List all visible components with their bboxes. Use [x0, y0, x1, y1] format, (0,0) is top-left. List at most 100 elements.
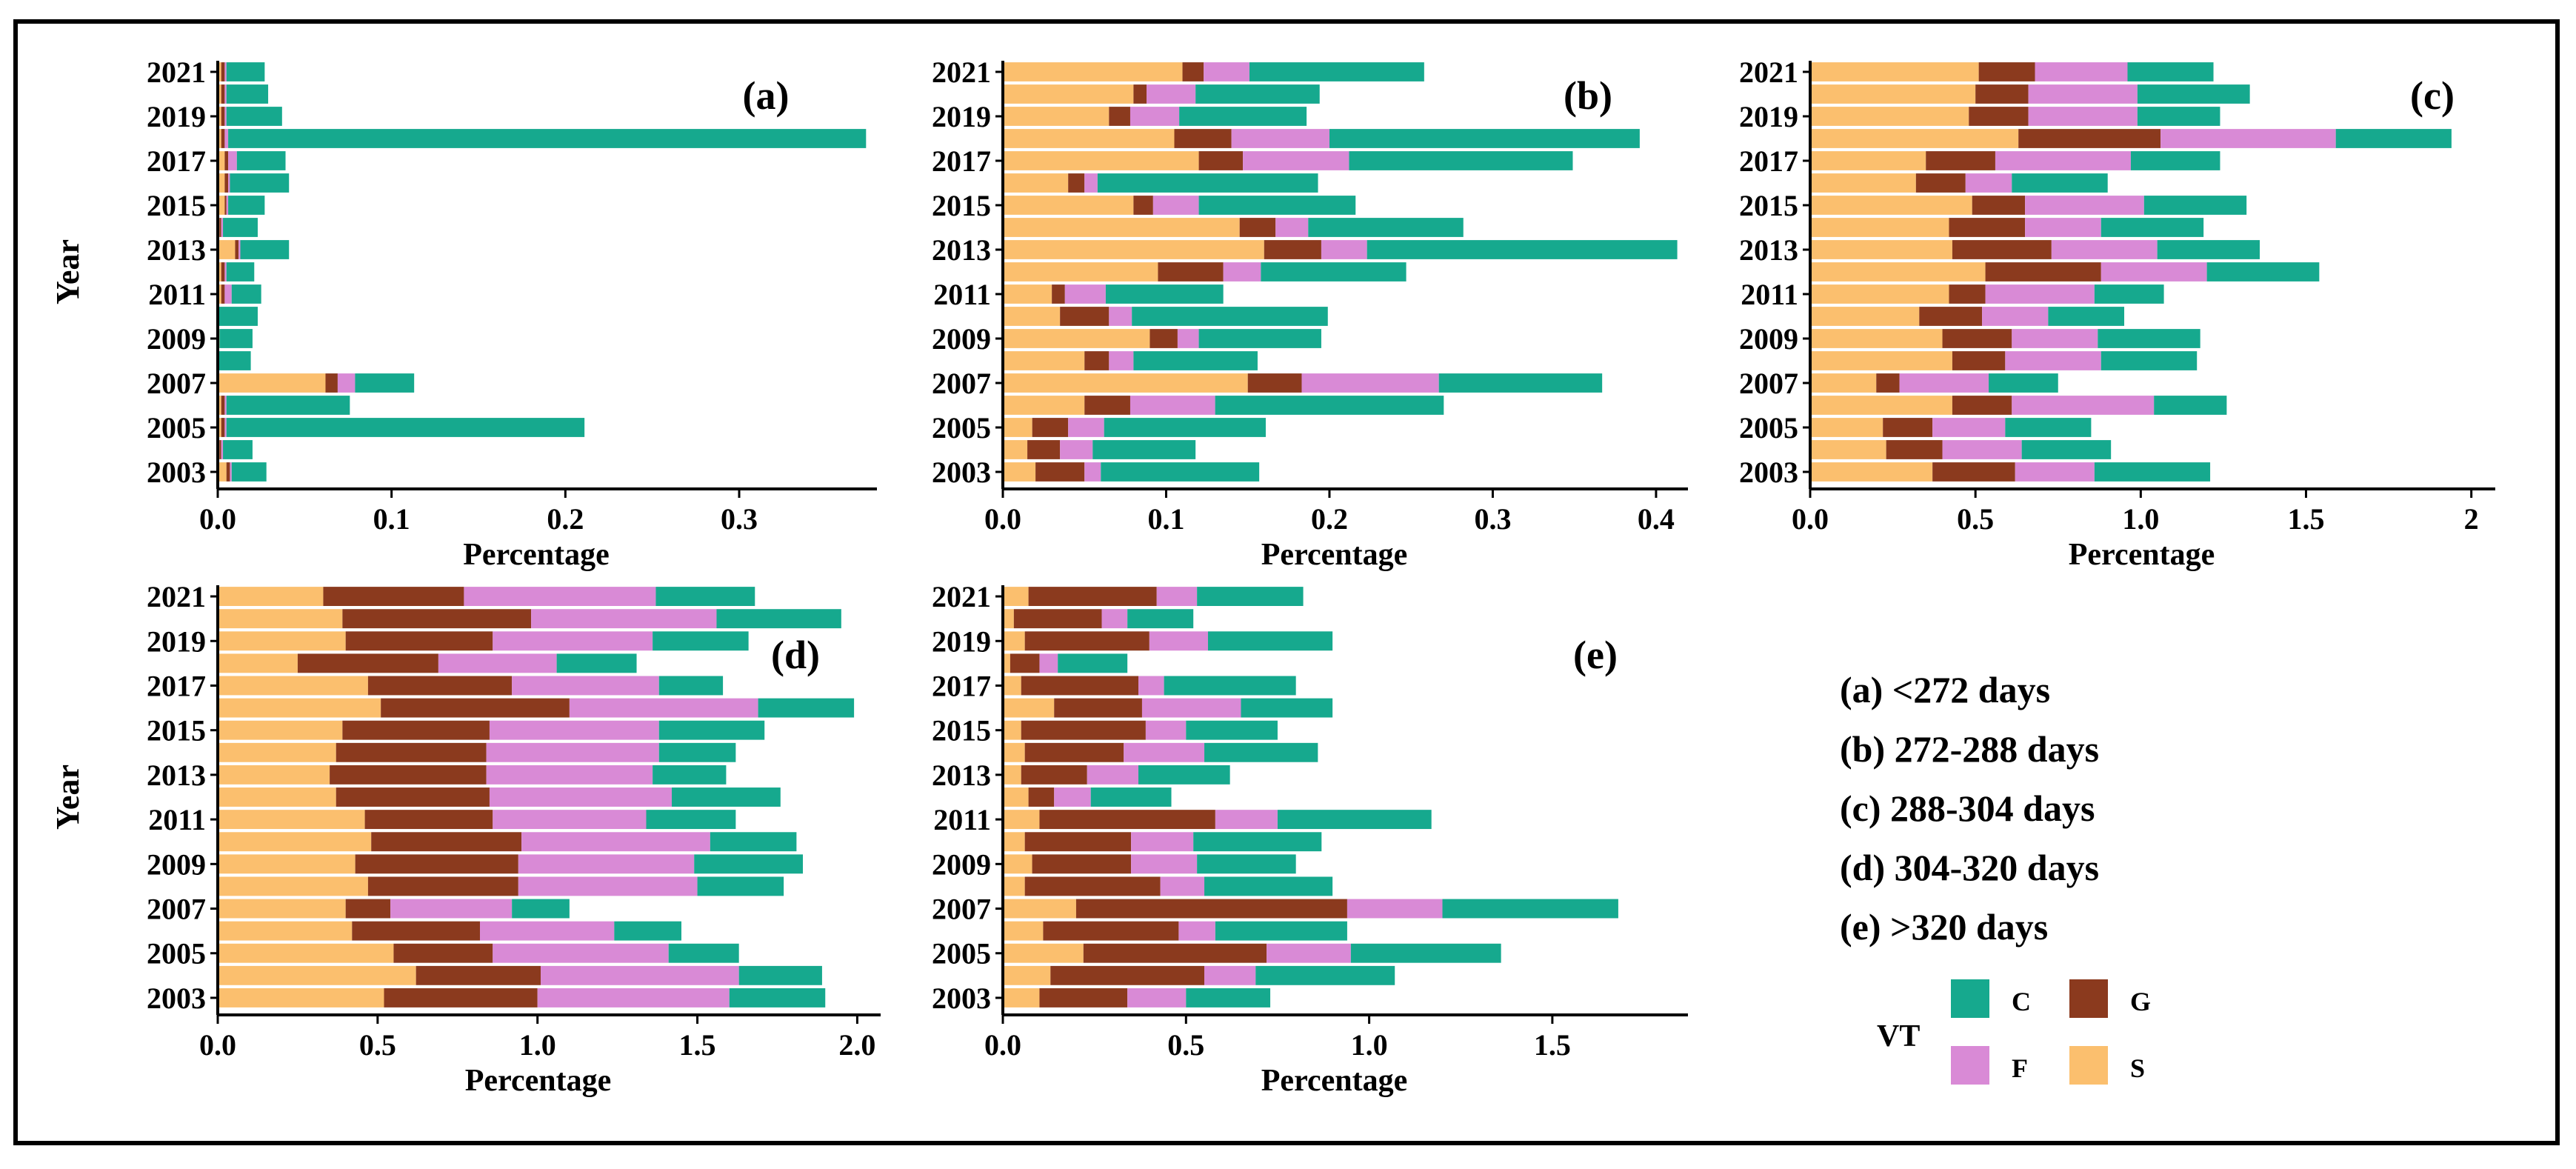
bar-b-2019-G	[1109, 107, 1130, 126]
bar-d-2012-F	[489, 787, 673, 807]
bar-a-2012-S	[218, 262, 221, 282]
bar-a-2005-F	[224, 418, 227, 437]
bar-a-2015-F	[226, 196, 229, 215]
bar-d-2010-G	[371, 832, 522, 852]
bar-d-2017-G	[367, 676, 513, 696]
bar-c-2014-S	[1810, 218, 1949, 237]
bar-e-2009-F	[1131, 854, 1198, 874]
bar-c-2017-S	[1810, 151, 1926, 170]
bar-b-2005-C	[1104, 418, 1266, 437]
bar-d-2004-G	[416, 965, 541, 985]
x-tick-label-e-2: 1.0	[1351, 1028, 1388, 1062]
bar-c-2016-G	[1915, 173, 1966, 193]
panel-label-e: (e)	[1573, 633, 1618, 677]
bar-d-2013-F	[486, 765, 653, 785]
bar-a-2013-C	[240, 240, 290, 259]
bar-d-2007-G	[345, 899, 391, 919]
bar-d-2014-S	[218, 742, 336, 762]
bar-c-2005-S	[1810, 418, 1883, 437]
x-tick-label-e-0: 0.0	[984, 1028, 1021, 1062]
bar-c-2011-F	[1985, 284, 2095, 304]
bar-e-2020-F	[1101, 609, 1128, 629]
y-tick-label-d-2011: 2011	[148, 803, 206, 836]
bar-e-2018-C	[1058, 653, 1128, 673]
bar-d-2006-G	[352, 921, 480, 941]
bar-a-2011-F	[224, 284, 232, 304]
bar-c-2008-S	[1810, 351, 1952, 370]
bar-d-2021-C	[655, 587, 755, 606]
bar-d-2003-C	[729, 988, 826, 1008]
bar-b-2007-S	[1003, 373, 1248, 393]
bar-e-2016-C	[1241, 698, 1333, 718]
bar-e-2013-G	[1021, 765, 1087, 785]
bar-a-2007-C	[355, 373, 415, 393]
bar-e-2014-C	[1204, 742, 1318, 762]
bar-c-2013-G	[1952, 240, 2052, 259]
panel-e: 2003 2005 2007 2009 2011 2013 2015 2017 2019 2021…	[932, 580, 1688, 1098]
bar-a-2017-G	[224, 151, 229, 170]
bar-d-2013-G	[330, 765, 487, 785]
bar-c-2010-S	[1810, 307, 1920, 326]
bar-b-2021-C	[1249, 62, 1424, 81]
bar-c-2020-G	[1975, 84, 2029, 104]
bar-b-2020-S	[1003, 84, 1134, 104]
bar-b-2010-S	[1003, 307, 1061, 326]
bar-e-2004-G	[1050, 965, 1205, 985]
bar-e-2006-C	[1215, 921, 1347, 941]
bar-c-2016-C	[2012, 173, 2108, 193]
bar-e-2017-C	[1164, 676, 1296, 696]
bar-b-2018-C	[1329, 129, 1640, 148]
bar-e-2005-F	[1267, 943, 1351, 963]
y-tick-label-e-2007: 2007	[932, 893, 991, 926]
bar-e-2013-S	[1003, 765, 1021, 785]
bar-a-2019-S	[218, 107, 221, 126]
x-tick-label-d-3: 1.5	[679, 1028, 716, 1062]
bar-d-2008-F	[518, 876, 698, 896]
bar-b-2005-G	[1032, 418, 1069, 437]
bar-e-2004-F	[1204, 965, 1256, 985]
bar-a-2015-G	[224, 196, 227, 215]
y-tick-label-b-2015: 2015	[932, 189, 991, 222]
bar-d-2007-S	[218, 899, 346, 919]
bar-a-2004-F	[221, 440, 224, 459]
bar-e-2007-G	[1075, 899, 1347, 919]
bar-d-2013-C	[653, 765, 727, 785]
bar-d-2005-C	[668, 943, 739, 963]
legend-key-f: F	[2012, 1053, 2028, 1083]
bar-a-2003-S	[218, 462, 227, 482]
bar-e-2016-S	[1003, 698, 1055, 718]
bar-c-2012-S	[1810, 262, 1986, 282]
bar-c-2015-F	[2025, 196, 2144, 215]
bar-b-2008-G	[1084, 351, 1110, 370]
bar-c-2004-G	[1886, 440, 1943, 459]
y-tick-label-d-2007: 2007	[147, 893, 206, 926]
bar-d-2019-S	[218, 631, 346, 651]
bar-c-2021-G	[1978, 62, 2035, 81]
y-tick-label-e-2017: 2017	[932, 669, 991, 702]
bar-d-2019-G	[345, 631, 493, 651]
bar-b-2010-G	[1060, 307, 1110, 326]
bar-e-2012-C	[1090, 787, 1172, 807]
bar-e-2018-S	[1003, 653, 1010, 673]
bar-c-2009-C	[2098, 329, 2200, 348]
bar-c-2015-S	[1810, 196, 1972, 215]
bar-b-2010-C	[1132, 307, 1328, 326]
bar-b-2004-C	[1092, 440, 1196, 459]
legend-title: VT	[1877, 1019, 1920, 1053]
bar-d-2006-C	[614, 921, 681, 941]
bar-d-2016-G	[381, 698, 570, 718]
bar-b-2008-S	[1003, 351, 1085, 370]
x-tick-label-b-3: 0.3	[1474, 502, 1511, 536]
x-tick-label-c-1: 0.5	[1957, 502, 1994, 536]
bar-c-2006-S	[1810, 396, 1952, 415]
bar-d-2010-C	[710, 832, 797, 852]
bar-c-2018-F	[2160, 129, 2336, 148]
bar-d-2018-S	[218, 653, 298, 673]
bar-d-2016-C	[758, 698, 855, 718]
bar-e-2013-F	[1087, 765, 1138, 785]
bar-d-2003-S	[218, 988, 384, 1008]
bar-e-2014-S	[1003, 742, 1025, 762]
bar-d-2018-C	[556, 653, 637, 673]
bar-b-2013-S	[1003, 240, 1264, 259]
bar-b-2005-S	[1003, 418, 1032, 437]
